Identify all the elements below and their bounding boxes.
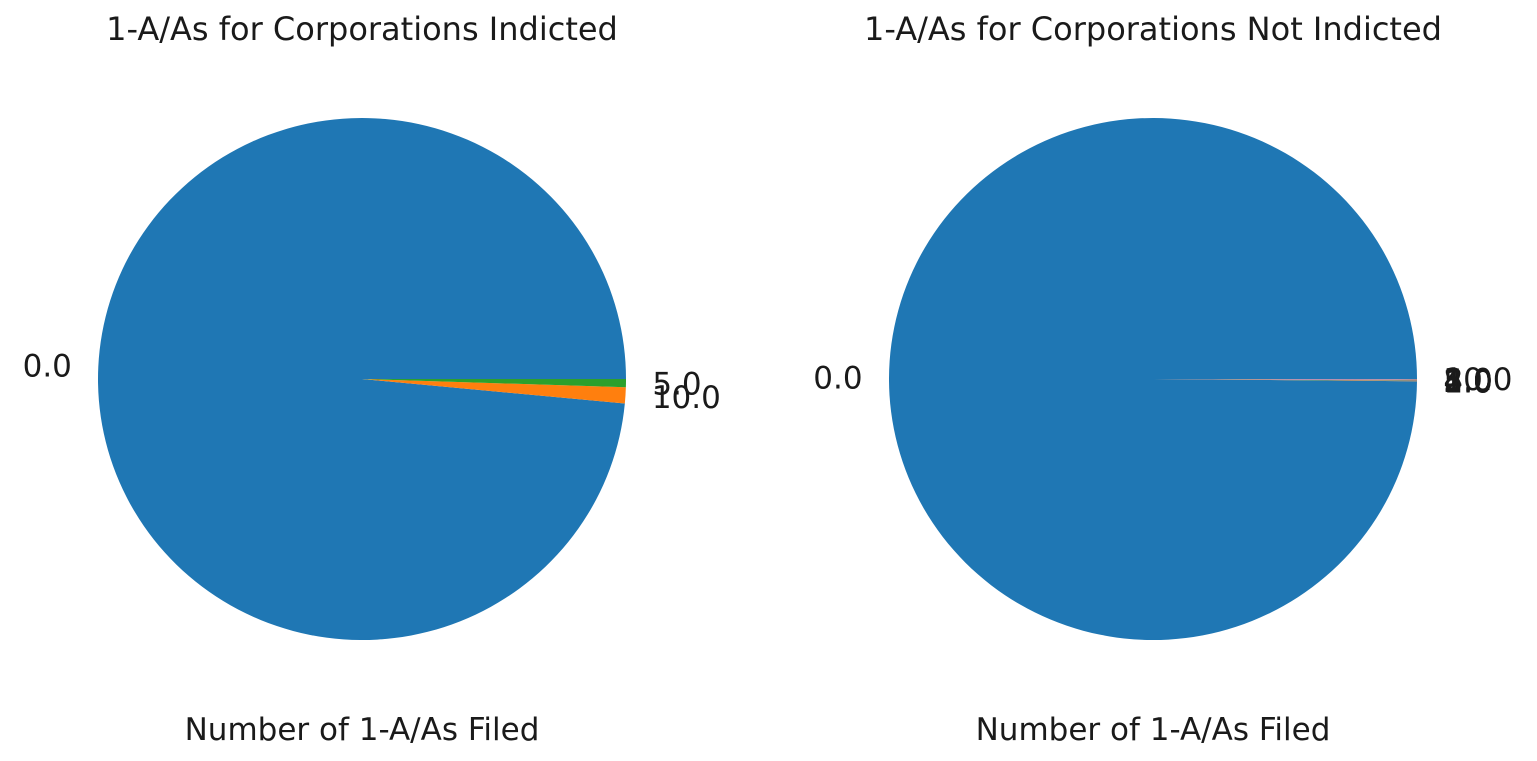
slice-label: 4.0 (1443, 363, 1492, 399)
slice-label: 10.0 (652, 380, 721, 416)
pie-slice-5-0 (1153, 379, 1418, 380)
chart-title: 1-A/As for Corporations Not Indicted (864, 10, 1442, 48)
x-axis-label: Number of 1-A/As Filed (976, 712, 1331, 748)
chart-title: 1-A/As for Corporations Indicted (106, 10, 618, 48)
slice-label: 5.0 (1443, 363, 1492, 399)
pie-slice-5-0 (362, 379, 626, 388)
pie-slice-4-0 (1153, 379, 1418, 381)
pie-slice-8-0 (1153, 379, 1418, 380)
pie-chart-not-indicted: 1-A/As for Corporations Not Indicted 0.0… (813, 10, 1512, 748)
slice-label: 0.0 (23, 348, 72, 384)
slice-label: 5.0 (652, 367, 701, 403)
pie-slice-0-0 (97, 118, 626, 641)
slice-label: 3.0 (1443, 364, 1492, 400)
slice-label: 10.0 (1443, 362, 1512, 398)
slice-label: 1.0 (1443, 364, 1492, 400)
x-axis-label: Number of 1-A/As Filed (185, 712, 540, 748)
pie-slice-3-0 (1153, 379, 1417, 381)
pie-slice-0-0 (889, 118, 1417, 641)
pie-slice-2-0 (1153, 379, 1417, 381)
slice-label: 0.0 (813, 361, 862, 397)
pie-slice-10-0 (362, 379, 626, 404)
pie-chart-indicted: 1-A/As for Corporations Indicted 0.0 10.0… (23, 10, 721, 748)
slice-label: 8.0 (1443, 363, 1492, 399)
pie-slice-1-0 (1153, 379, 1417, 382)
slice-label: 2.0 (1443, 364, 1492, 400)
